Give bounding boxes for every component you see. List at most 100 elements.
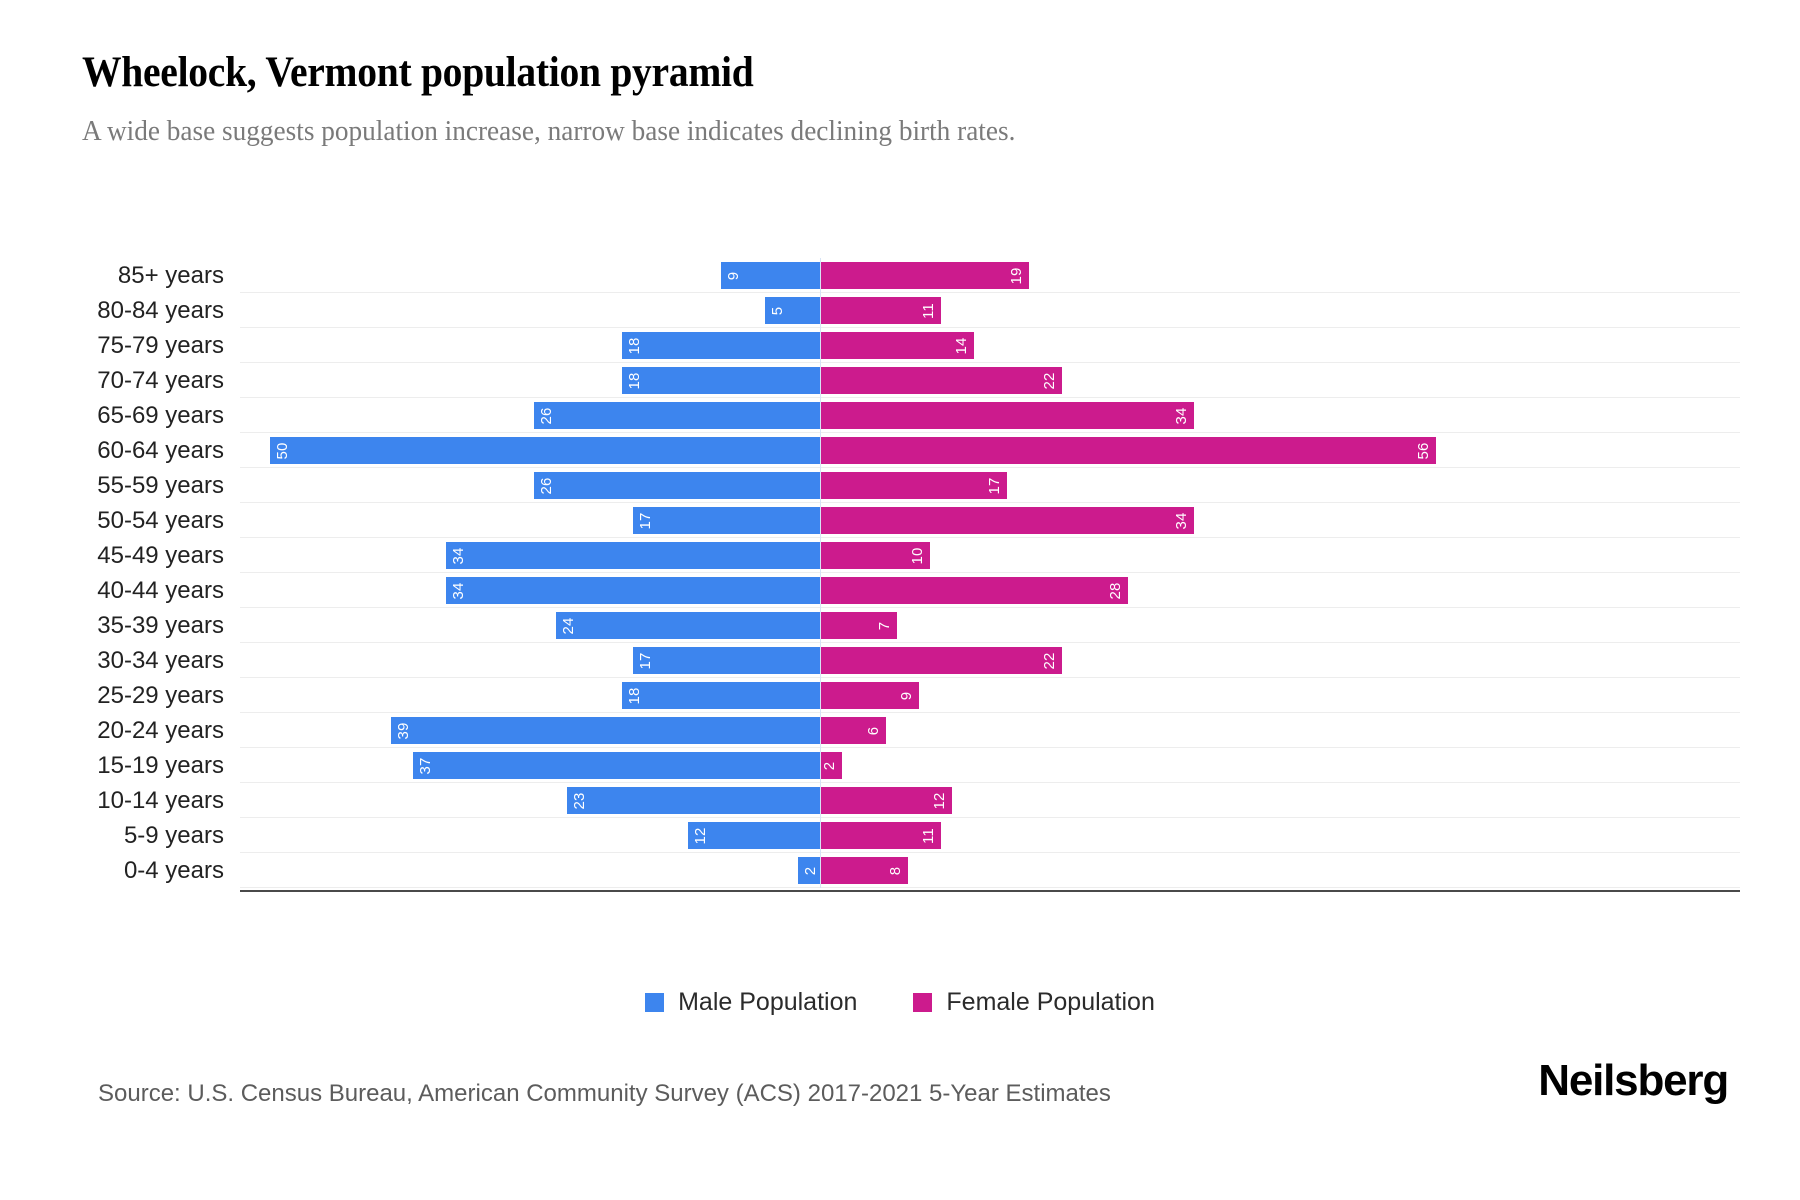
bar-male[interactable]: 12 <box>688 822 820 849</box>
bar-male[interactable]: 26 <box>534 472 820 499</box>
bar-value-male: 18 <box>626 336 643 355</box>
bar-value-male: 26 <box>538 476 555 495</box>
gridline <box>240 642 1740 643</box>
bar-male[interactable]: 17 <box>633 507 820 534</box>
bar-female[interactable]: 6 <box>820 717 886 744</box>
bar-female[interactable]: 8 <box>820 857 908 884</box>
bar-female[interactable]: 22 <box>820 367 1062 394</box>
legend-label-male: Male Population <box>678 988 858 1016</box>
chart-row: 9 19 <box>240 258 1740 293</box>
chart-row: 26 17 <box>240 468 1740 503</box>
bar-value-male: 17 <box>637 651 654 670</box>
bar-male[interactable]: 34 <box>446 577 820 604</box>
bar-value-female: 22 <box>1041 651 1058 670</box>
bar-layer: 12 11 <box>240 818 1740 853</box>
y-axis-label: 45-49 years <box>97 542 224 569</box>
bar-value-male: 34 <box>450 581 467 600</box>
gridline <box>240 467 1740 468</box>
bar-layer: 39 6 <box>240 713 1740 748</box>
bar-male[interactable]: 17 <box>633 647 820 674</box>
bar-value-female: 28 <box>1107 581 1124 600</box>
bar-value-female: 2 <box>821 761 838 770</box>
bar-female[interactable]: 2 <box>820 752 842 779</box>
bar-female[interactable]: 7 <box>820 612 897 639</box>
bar-value-female: 11 <box>920 827 937 844</box>
y-axis-label: 85+ years <box>117 262 224 289</box>
bar-male[interactable]: 23 <box>567 787 820 814</box>
y-axis-label: 0-4 years <box>123 857 224 884</box>
gridline <box>240 747 1740 748</box>
gridline <box>240 852 1740 853</box>
bar-value-male: 34 <box>450 546 467 565</box>
y-axis-label: 35-39 years <box>97 612 224 639</box>
bar-male[interactable]: 24 <box>556 612 820 639</box>
bar-value-male: 18 <box>626 371 643 390</box>
bar-value-female: 8 <box>887 866 904 875</box>
gridline <box>240 572 1740 573</box>
bar-layer: 26 17 <box>240 468 1740 503</box>
y-axis-label: 50-54 years <box>97 507 224 534</box>
bar-value-male: 2 <box>802 866 819 875</box>
bar-male[interactable]: 37 <box>413 752 820 779</box>
bar-value-female: 17 <box>986 476 1003 495</box>
chart-row: 34 28 <box>240 573 1740 608</box>
bar-female[interactable]: 10 <box>820 542 930 569</box>
bar-male[interactable]: 39 <box>391 717 820 744</box>
bar-layer: 17 34 <box>240 503 1740 538</box>
bar-male[interactable]: 34 <box>446 542 820 569</box>
bar-male[interactable]: 5 <box>765 297 820 324</box>
y-axis-label: 30-34 years <box>97 647 224 674</box>
page-title: Wheelock, Vermont population pyramid <box>82 49 754 96</box>
bar-female[interactable]: 22 <box>820 647 1062 674</box>
chart-row: 50 56 <box>240 433 1740 468</box>
chart-row: 17 34 <box>240 503 1740 538</box>
bar-female[interactable]: 17 <box>820 472 1007 499</box>
bar-female[interactable]: 11 <box>820 822 941 849</box>
bar-value-female: 56 <box>1415 441 1432 460</box>
y-axis-label: 15-19 years <box>97 752 224 779</box>
bar-male[interactable]: 18 <box>622 367 820 394</box>
bar-female[interactable]: 12 <box>820 787 952 814</box>
chart-row: 24 7 <box>240 608 1740 643</box>
bar-male[interactable]: 18 <box>622 332 820 359</box>
bar-value-male: 5 <box>769 306 786 315</box>
bar-value-female: 34 <box>1173 511 1190 530</box>
gridline <box>240 362 1740 363</box>
bar-value-male: 17 <box>637 511 654 530</box>
gridline <box>240 817 1740 818</box>
chart-plot-area: 85+ years 80-84 years 75-79 years 70-74 yea… <box>0 258 1800 918</box>
bar-male[interactable]: 9 <box>721 262 820 289</box>
bar-male[interactable]: 2 <box>798 857 820 884</box>
bar-value-male: 26 <box>538 406 555 425</box>
bar-female[interactable]: 34 <box>820 507 1194 534</box>
bar-value-male: 39 <box>395 721 412 740</box>
bar-female[interactable]: 34 <box>820 402 1194 429</box>
chart-rows: 9 19 5 11 18 14 18 22 26 34 50 56 26 17 17 34 34 10 34 28 24… <box>240 258 1740 918</box>
chart-row: 23 12 <box>240 783 1740 818</box>
bar-value-female: 22 <box>1041 371 1058 390</box>
brand-logo: Neilsberg <box>1538 1056 1729 1105</box>
bar-male[interactable]: 26 <box>534 402 820 429</box>
bar-female[interactable]: 9 <box>820 682 919 709</box>
y-axis-label: 25-29 years <box>97 682 224 709</box>
bar-layer: 18 22 <box>240 363 1740 398</box>
gridline <box>240 292 1740 293</box>
bar-layer: 26 34 <box>240 398 1740 433</box>
legend-item-male[interactable]: Male Population <box>645 988 857 1017</box>
chart-row: 37 2 <box>240 748 1740 783</box>
bar-female[interactable]: 11 <box>820 297 941 324</box>
bar-female[interactable]: 19 <box>820 262 1029 289</box>
legend-item-female[interactable]: Female Population <box>913 988 1155 1017</box>
y-axis-label: 10-14 years <box>97 787 224 814</box>
gridline <box>240 432 1740 433</box>
bar-female[interactable]: 28 <box>820 577 1128 604</box>
bar-male[interactable]: 50 <box>270 437 820 464</box>
bar-female[interactable]: 14 <box>820 332 974 359</box>
gridline <box>240 327 1740 328</box>
gridline <box>240 537 1740 538</box>
bar-male[interactable]: 18 <box>622 682 820 709</box>
bar-female[interactable]: 56 <box>820 437 1436 464</box>
chart-row: 18 9 <box>240 678 1740 713</box>
chart-row: 26 34 <box>240 398 1740 433</box>
